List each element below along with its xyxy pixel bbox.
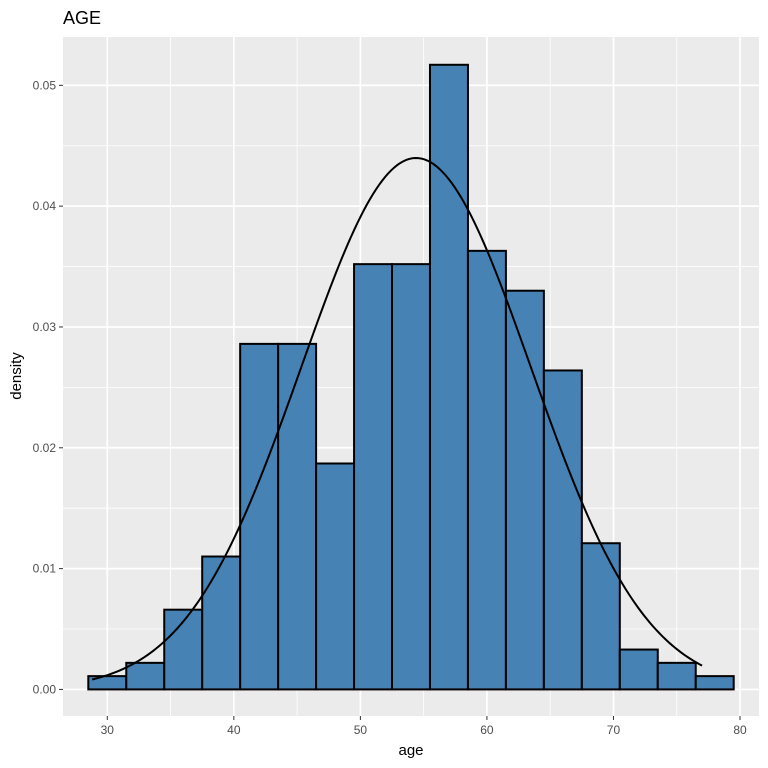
x-tick-label: 80 xyxy=(733,723,747,737)
y-tick-label: 0.00 xyxy=(33,682,57,696)
x-tick-label: 70 xyxy=(607,723,621,737)
histogram-bar xyxy=(353,263,394,691)
y-tick-label: 0.03 xyxy=(33,320,57,334)
histogram-bar xyxy=(694,675,735,691)
x-tick-label: 30 xyxy=(101,723,115,737)
histogram-bar xyxy=(580,542,621,691)
density-curve xyxy=(91,157,703,681)
histogram-bar xyxy=(618,648,659,691)
histogram-bar xyxy=(504,289,545,691)
histogram-bars xyxy=(87,63,735,691)
y-tick-label: 0.04 xyxy=(33,199,57,213)
histogram-bar xyxy=(277,342,318,691)
y-tick-label: 0.02 xyxy=(33,441,57,455)
histogram-bar xyxy=(428,63,469,691)
histogram-bar xyxy=(315,462,356,691)
chart-title: AGE xyxy=(63,8,101,28)
y-tick-label: 0.01 xyxy=(33,562,57,576)
y-tick-label: 0.05 xyxy=(33,78,57,92)
y-axis-ticks: 0.00 0.01 0.02 0.03 0.04 0.05 xyxy=(33,78,63,696)
histogram-bar xyxy=(391,263,431,691)
x-tick-label: 60 xyxy=(480,723,494,737)
x-axis-ticks: 30 40 50 60 70 80 xyxy=(101,716,747,737)
histogram-bar xyxy=(656,661,697,691)
histogram-bar xyxy=(239,342,280,691)
x-tick-label: 40 xyxy=(227,723,241,737)
x-axis-title: age xyxy=(398,742,423,759)
x-tick-label: 50 xyxy=(354,723,368,737)
histogram-bar xyxy=(201,555,242,691)
y-axis-title: density xyxy=(8,352,25,400)
histogram-bar xyxy=(542,369,583,691)
histogram-bar xyxy=(125,661,166,691)
histogram-bar xyxy=(466,249,507,691)
